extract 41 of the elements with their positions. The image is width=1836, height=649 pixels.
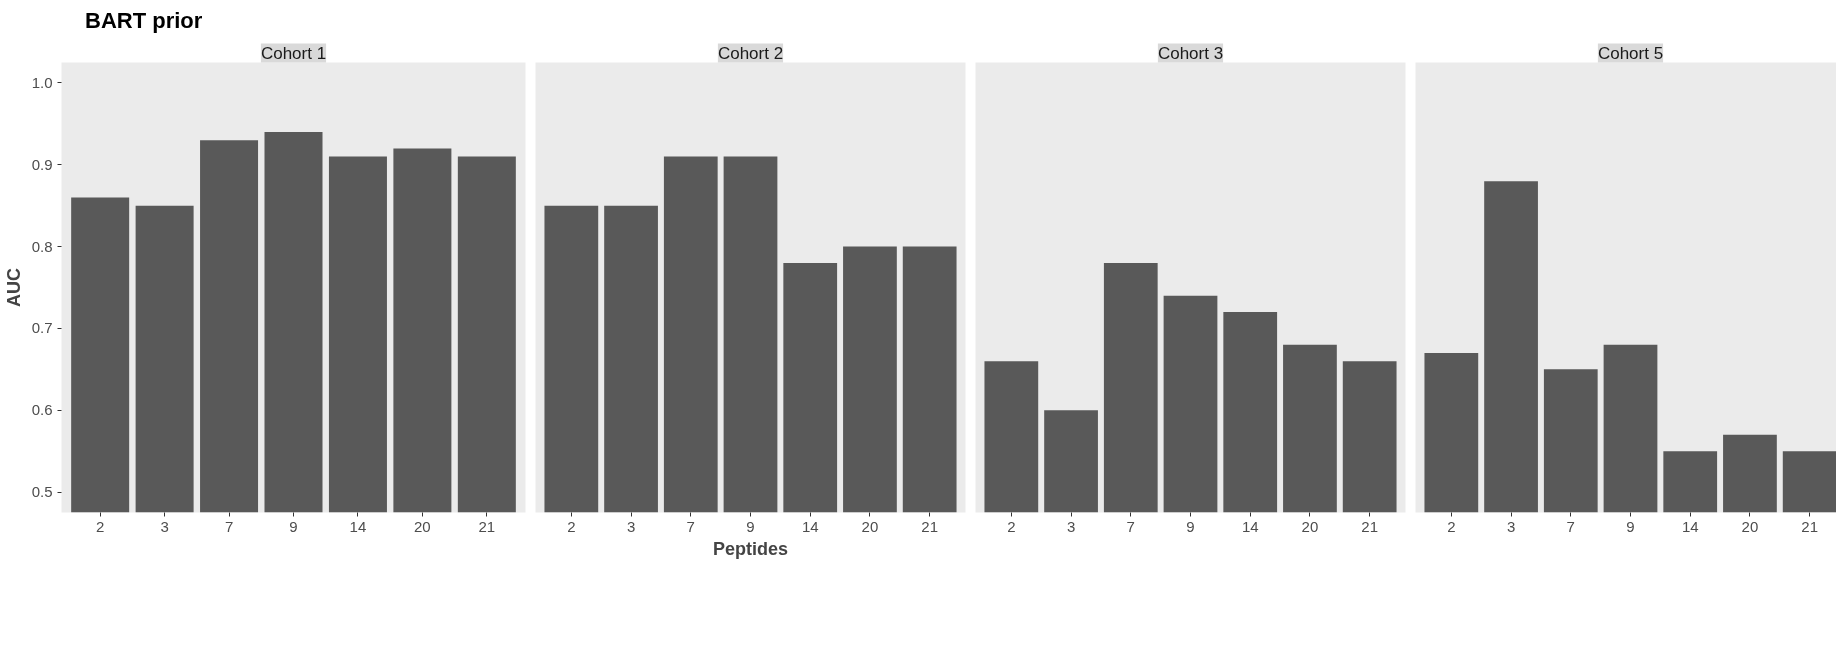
x-tick-label: 21 xyxy=(478,517,496,535)
x-tick-label: 9 xyxy=(1626,517,1635,535)
x-tick-label: 14 xyxy=(1681,517,1699,535)
chart-title: BART prior xyxy=(85,7,203,35)
y-tick-label: 0.6 xyxy=(31,401,53,419)
y-tick-label: 0.7 xyxy=(31,319,53,337)
x-tick-label: 9 xyxy=(289,517,298,535)
x-tick-label: 3 xyxy=(160,517,169,535)
y-tick-label: 1.0 xyxy=(31,74,53,92)
chart-subtitle: Cohort 3 xyxy=(1157,43,1224,63)
x-tick-label: 20 xyxy=(414,517,431,535)
chart-subtitle: Cohort 2 xyxy=(717,43,784,63)
x-tick-label: 20 xyxy=(1301,517,1319,535)
y-axis-title: AUC xyxy=(3,268,24,308)
x-tick-label: 21 xyxy=(1801,517,1819,535)
x-tick-label: 3 xyxy=(1506,517,1516,535)
chart-subtitle: Cohort 5 xyxy=(1597,43,1664,63)
x-tick-label: 2 xyxy=(1447,517,1456,535)
y-tick-label: 0.5 xyxy=(31,483,53,501)
x-tick-label: 2 xyxy=(96,517,105,535)
x-tick-label: 21 xyxy=(1361,517,1379,535)
chart-subtitle: Cohort 1 xyxy=(260,43,327,63)
x-tick-label: 14 xyxy=(349,517,367,535)
x-tick-label: 20 xyxy=(1741,517,1759,535)
x-tick-label: 14 xyxy=(1241,517,1259,535)
y-tick-label: 0.8 xyxy=(31,238,53,256)
x-tick-label: 7 xyxy=(686,517,695,535)
x-tick-label: 20 xyxy=(861,517,879,535)
x-tick-label: 7 xyxy=(1126,517,1135,535)
x-tick-label: 3 xyxy=(1066,517,1076,535)
x-tick-label: 7 xyxy=(224,517,234,535)
x-tick-label: 2 xyxy=(1007,517,1016,535)
x-tick-label: 9 xyxy=(1186,517,1195,535)
x-tick-label: 9 xyxy=(746,517,755,535)
x-tick-label: 14 xyxy=(801,517,819,535)
y-tick-label: 0.9 xyxy=(31,156,53,174)
x-tick-label: 3 xyxy=(626,517,636,535)
x-tick-label: 7 xyxy=(1566,517,1575,535)
x-tick-label: 2 xyxy=(567,517,576,535)
x-tick-label: 21 xyxy=(921,517,939,535)
x-axis-title: Peptides xyxy=(712,538,789,559)
